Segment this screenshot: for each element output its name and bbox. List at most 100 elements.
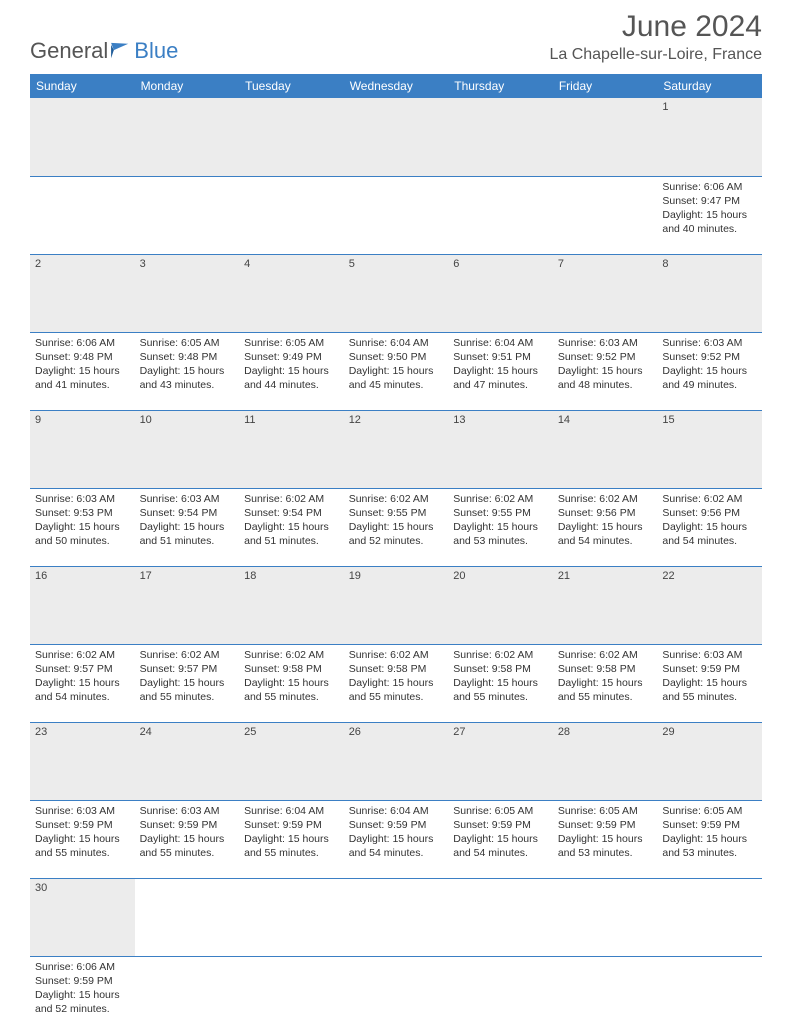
info-row: Sunrise: 6:06 AMSunset: 9:47 PMDaylight:… xyxy=(30,176,762,254)
day-info-text: Sunrise: 6:03 AMSunset: 9:53 PMDaylight:… xyxy=(35,492,130,549)
weekday-header: Sunday xyxy=(30,74,135,98)
day-number-cell: 2 xyxy=(30,254,135,332)
day-info-cell: Sunrise: 6:03 AMSunset: 9:59 PMDaylight:… xyxy=(135,800,240,878)
weekday-header: Tuesday xyxy=(239,74,344,98)
day-info-cell: Sunrise: 6:04 AMSunset: 9:51 PMDaylight:… xyxy=(448,332,553,410)
logo-word2: Blue xyxy=(134,38,178,64)
month-title: June 2024 xyxy=(549,10,762,44)
daynum-row: 23242526272829 xyxy=(30,722,762,800)
day-number-cell: 8 xyxy=(657,254,762,332)
daynum-row: 30 xyxy=(30,878,762,956)
day-info-text: Sunrise: 6:06 AMSunset: 9:59 PMDaylight:… xyxy=(35,960,130,1017)
day-number-cell xyxy=(553,98,658,176)
day-number-cell: 4 xyxy=(239,254,344,332)
day-info-cell: Sunrise: 6:05 AMSunset: 9:59 PMDaylight:… xyxy=(448,800,553,878)
day-info-cell: Sunrise: 6:05 AMSunset: 9:49 PMDaylight:… xyxy=(239,332,344,410)
day-info-text: Sunrise: 6:06 AMSunset: 9:47 PMDaylight:… xyxy=(662,180,757,237)
day-number-cell: 16 xyxy=(30,566,135,644)
day-number-cell: 19 xyxy=(344,566,449,644)
day-info-cell: Sunrise: 6:02 AMSunset: 9:56 PMDaylight:… xyxy=(657,488,762,566)
day-number-cell xyxy=(448,98,553,176)
day-info-text: Sunrise: 6:04 AMSunset: 9:50 PMDaylight:… xyxy=(349,336,444,393)
day-info-cell: Sunrise: 6:02 AMSunset: 9:55 PMDaylight:… xyxy=(344,488,449,566)
day-info-cell: Sunrise: 6:06 AMSunset: 9:47 PMDaylight:… xyxy=(657,176,762,254)
day-number-cell: 21 xyxy=(553,566,658,644)
day-info-cell: Sunrise: 6:03 AMSunset: 9:54 PMDaylight:… xyxy=(135,488,240,566)
day-info-text: Sunrise: 6:05 AMSunset: 9:59 PMDaylight:… xyxy=(662,804,757,861)
day-number-cell xyxy=(135,878,240,956)
day-number-cell: 5 xyxy=(344,254,449,332)
day-info-cell xyxy=(344,956,449,1034)
day-number-cell: 14 xyxy=(553,410,658,488)
info-row: Sunrise: 6:03 AMSunset: 9:53 PMDaylight:… xyxy=(30,488,762,566)
day-info-cell: Sunrise: 6:02 AMSunset: 9:58 PMDaylight:… xyxy=(239,644,344,722)
day-number-cell: 30 xyxy=(30,878,135,956)
day-number-cell: 7 xyxy=(553,254,658,332)
day-info-text: Sunrise: 6:02 AMSunset: 9:56 PMDaylight:… xyxy=(558,492,653,549)
day-number-cell: 26 xyxy=(344,722,449,800)
day-info-cell: Sunrise: 6:04 AMSunset: 9:50 PMDaylight:… xyxy=(344,332,449,410)
day-number-cell xyxy=(239,98,344,176)
day-number-cell: 15 xyxy=(657,410,762,488)
day-number-cell: 25 xyxy=(239,722,344,800)
day-number-cell: 24 xyxy=(135,722,240,800)
daynum-row: 9101112131415 xyxy=(30,410,762,488)
day-number-cell: 18 xyxy=(239,566,344,644)
day-info-cell: Sunrise: 6:02 AMSunset: 9:55 PMDaylight:… xyxy=(448,488,553,566)
day-number-cell xyxy=(657,878,762,956)
day-info-cell: Sunrise: 6:04 AMSunset: 9:59 PMDaylight:… xyxy=(344,800,449,878)
weekday-header: Friday xyxy=(553,74,658,98)
day-info-cell: Sunrise: 6:02 AMSunset: 9:57 PMDaylight:… xyxy=(135,644,240,722)
day-info-text: Sunrise: 6:06 AMSunset: 9:48 PMDaylight:… xyxy=(35,336,130,393)
day-info-cell xyxy=(448,956,553,1034)
day-number-cell xyxy=(135,98,240,176)
day-info-cell: Sunrise: 6:03 AMSunset: 9:59 PMDaylight:… xyxy=(657,644,762,722)
day-number-cell xyxy=(344,878,449,956)
logo: General Blue xyxy=(30,38,178,64)
day-info-cell: Sunrise: 6:03 AMSunset: 9:59 PMDaylight:… xyxy=(30,800,135,878)
day-info-text: Sunrise: 6:02 AMSunset: 9:58 PMDaylight:… xyxy=(349,648,444,705)
day-number-cell: 12 xyxy=(344,410,449,488)
day-info-text: Sunrise: 6:02 AMSunset: 9:54 PMDaylight:… xyxy=(244,492,339,549)
day-info-text: Sunrise: 6:05 AMSunset: 9:59 PMDaylight:… xyxy=(453,804,548,861)
day-info-text: Sunrise: 6:02 AMSunset: 9:56 PMDaylight:… xyxy=(662,492,757,549)
day-info-text: Sunrise: 6:03 AMSunset: 9:52 PMDaylight:… xyxy=(558,336,653,393)
daynum-row: 16171819202122 xyxy=(30,566,762,644)
title-block: June 2024 La Chapelle-sur-Loire, France xyxy=(549,10,762,64)
day-info-cell: Sunrise: 6:04 AMSunset: 9:59 PMDaylight:… xyxy=(239,800,344,878)
day-info-cell xyxy=(657,956,762,1034)
day-info-text: Sunrise: 6:03 AMSunset: 9:59 PMDaylight:… xyxy=(662,648,757,705)
day-info-cell: Sunrise: 6:05 AMSunset: 9:48 PMDaylight:… xyxy=(135,332,240,410)
day-number-cell: 27 xyxy=(448,722,553,800)
day-info-text: Sunrise: 6:02 AMSunset: 9:58 PMDaylight:… xyxy=(453,648,548,705)
day-info-text: Sunrise: 6:03 AMSunset: 9:52 PMDaylight:… xyxy=(662,336,757,393)
weekday-header: Wednesday xyxy=(344,74,449,98)
day-info-cell xyxy=(239,176,344,254)
day-info-cell: Sunrise: 6:06 AMSunset: 9:48 PMDaylight:… xyxy=(30,332,135,410)
day-info-text: Sunrise: 6:02 AMSunset: 9:57 PMDaylight:… xyxy=(35,648,130,705)
day-info-text: Sunrise: 6:03 AMSunset: 9:59 PMDaylight:… xyxy=(140,804,235,861)
day-info-cell xyxy=(135,176,240,254)
day-info-cell: Sunrise: 6:03 AMSunset: 9:52 PMDaylight:… xyxy=(657,332,762,410)
day-number-cell: 17 xyxy=(135,566,240,644)
day-info-cell: Sunrise: 6:02 AMSunset: 9:58 PMDaylight:… xyxy=(553,644,658,722)
day-info-cell xyxy=(448,176,553,254)
daynum-row: 1 xyxy=(30,98,762,176)
day-info-cell xyxy=(344,176,449,254)
day-info-cell: Sunrise: 6:02 AMSunset: 9:58 PMDaylight:… xyxy=(344,644,449,722)
day-number-cell xyxy=(344,98,449,176)
day-info-cell: Sunrise: 6:02 AMSunset: 9:56 PMDaylight:… xyxy=(553,488,658,566)
daynum-row: 2345678 xyxy=(30,254,762,332)
day-info-cell: Sunrise: 6:02 AMSunset: 9:57 PMDaylight:… xyxy=(30,644,135,722)
day-info-cell xyxy=(553,956,658,1034)
day-number-cell: 28 xyxy=(553,722,658,800)
day-info-text: Sunrise: 6:03 AMSunset: 9:54 PMDaylight:… xyxy=(140,492,235,549)
weekday-header: Thursday xyxy=(448,74,553,98)
day-number-cell: 23 xyxy=(30,722,135,800)
day-number-cell: 22 xyxy=(657,566,762,644)
day-info-text: Sunrise: 6:03 AMSunset: 9:59 PMDaylight:… xyxy=(35,804,130,861)
day-info-text: Sunrise: 6:02 AMSunset: 9:57 PMDaylight:… xyxy=(140,648,235,705)
weekday-header: Monday xyxy=(135,74,240,98)
day-info-cell: Sunrise: 6:05 AMSunset: 9:59 PMDaylight:… xyxy=(553,800,658,878)
logo-word1: General xyxy=(30,38,108,64)
